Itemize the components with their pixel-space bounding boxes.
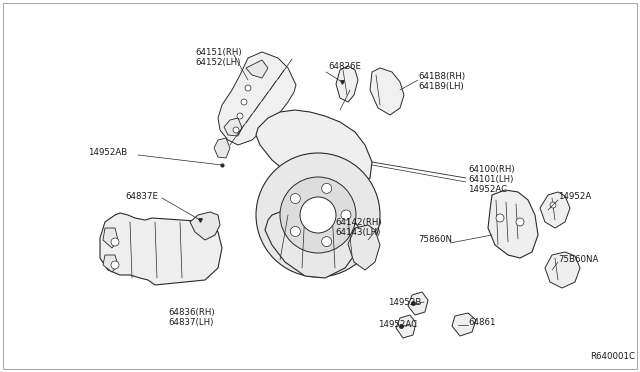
Text: 14952AB: 14952AB — [88, 148, 127, 157]
Polygon shape — [256, 110, 372, 192]
Circle shape — [245, 85, 251, 91]
Text: 64143(LH): 64143(LH) — [335, 228, 380, 237]
Circle shape — [516, 218, 524, 226]
Polygon shape — [452, 313, 476, 336]
Circle shape — [322, 237, 332, 247]
Circle shape — [237, 113, 243, 119]
Circle shape — [496, 214, 504, 222]
Polygon shape — [218, 52, 296, 145]
Text: R640001C: R640001C — [590, 352, 635, 361]
Polygon shape — [370, 68, 404, 115]
Text: 64151(RH): 64151(RH) — [195, 48, 242, 57]
Text: 64152(LH): 64152(LH) — [195, 58, 241, 67]
Text: 64826E: 64826E — [328, 62, 361, 71]
Text: 641B9(LH): 641B9(LH) — [418, 82, 464, 91]
Polygon shape — [348, 225, 380, 270]
Polygon shape — [265, 208, 362, 278]
Circle shape — [300, 197, 336, 233]
Circle shape — [280, 177, 356, 253]
Text: 75860N: 75860N — [418, 235, 452, 244]
Circle shape — [322, 183, 332, 193]
Circle shape — [111, 261, 119, 269]
Circle shape — [291, 227, 300, 237]
Text: 64836(RH): 64836(RH) — [168, 308, 214, 317]
Polygon shape — [488, 190, 538, 258]
Circle shape — [241, 99, 247, 105]
Polygon shape — [540, 192, 570, 228]
Circle shape — [233, 127, 239, 133]
Text: 75B60NA: 75B60NA — [558, 255, 598, 264]
Polygon shape — [396, 315, 416, 338]
Text: 14952A: 14952A — [558, 192, 591, 201]
Polygon shape — [545, 252, 580, 288]
Polygon shape — [103, 255, 118, 272]
Text: 64100(RH): 64100(RH) — [468, 165, 515, 174]
Text: 64837E: 64837E — [125, 192, 158, 201]
Text: 14952AC: 14952AC — [468, 185, 507, 194]
Polygon shape — [224, 118, 242, 136]
Polygon shape — [190, 212, 220, 240]
Polygon shape — [408, 292, 428, 315]
Polygon shape — [103, 228, 118, 248]
Circle shape — [291, 193, 300, 203]
Circle shape — [111, 238, 119, 246]
Text: 64861: 64861 — [468, 318, 495, 327]
Text: 64837(LH): 64837(LH) — [168, 318, 213, 327]
Polygon shape — [100, 213, 222, 285]
Text: 64101(LH): 64101(LH) — [468, 175, 513, 184]
Circle shape — [550, 202, 556, 208]
Text: 641B8(RH): 641B8(RH) — [418, 72, 465, 81]
Polygon shape — [214, 138, 230, 158]
Text: 14952B: 14952B — [388, 298, 421, 307]
Circle shape — [256, 153, 380, 277]
Polygon shape — [246, 60, 268, 78]
Polygon shape — [336, 66, 358, 102]
Circle shape — [341, 210, 351, 220]
Text: 14952AC: 14952AC — [378, 320, 417, 329]
Text: 64142(RH): 64142(RH) — [335, 218, 381, 227]
